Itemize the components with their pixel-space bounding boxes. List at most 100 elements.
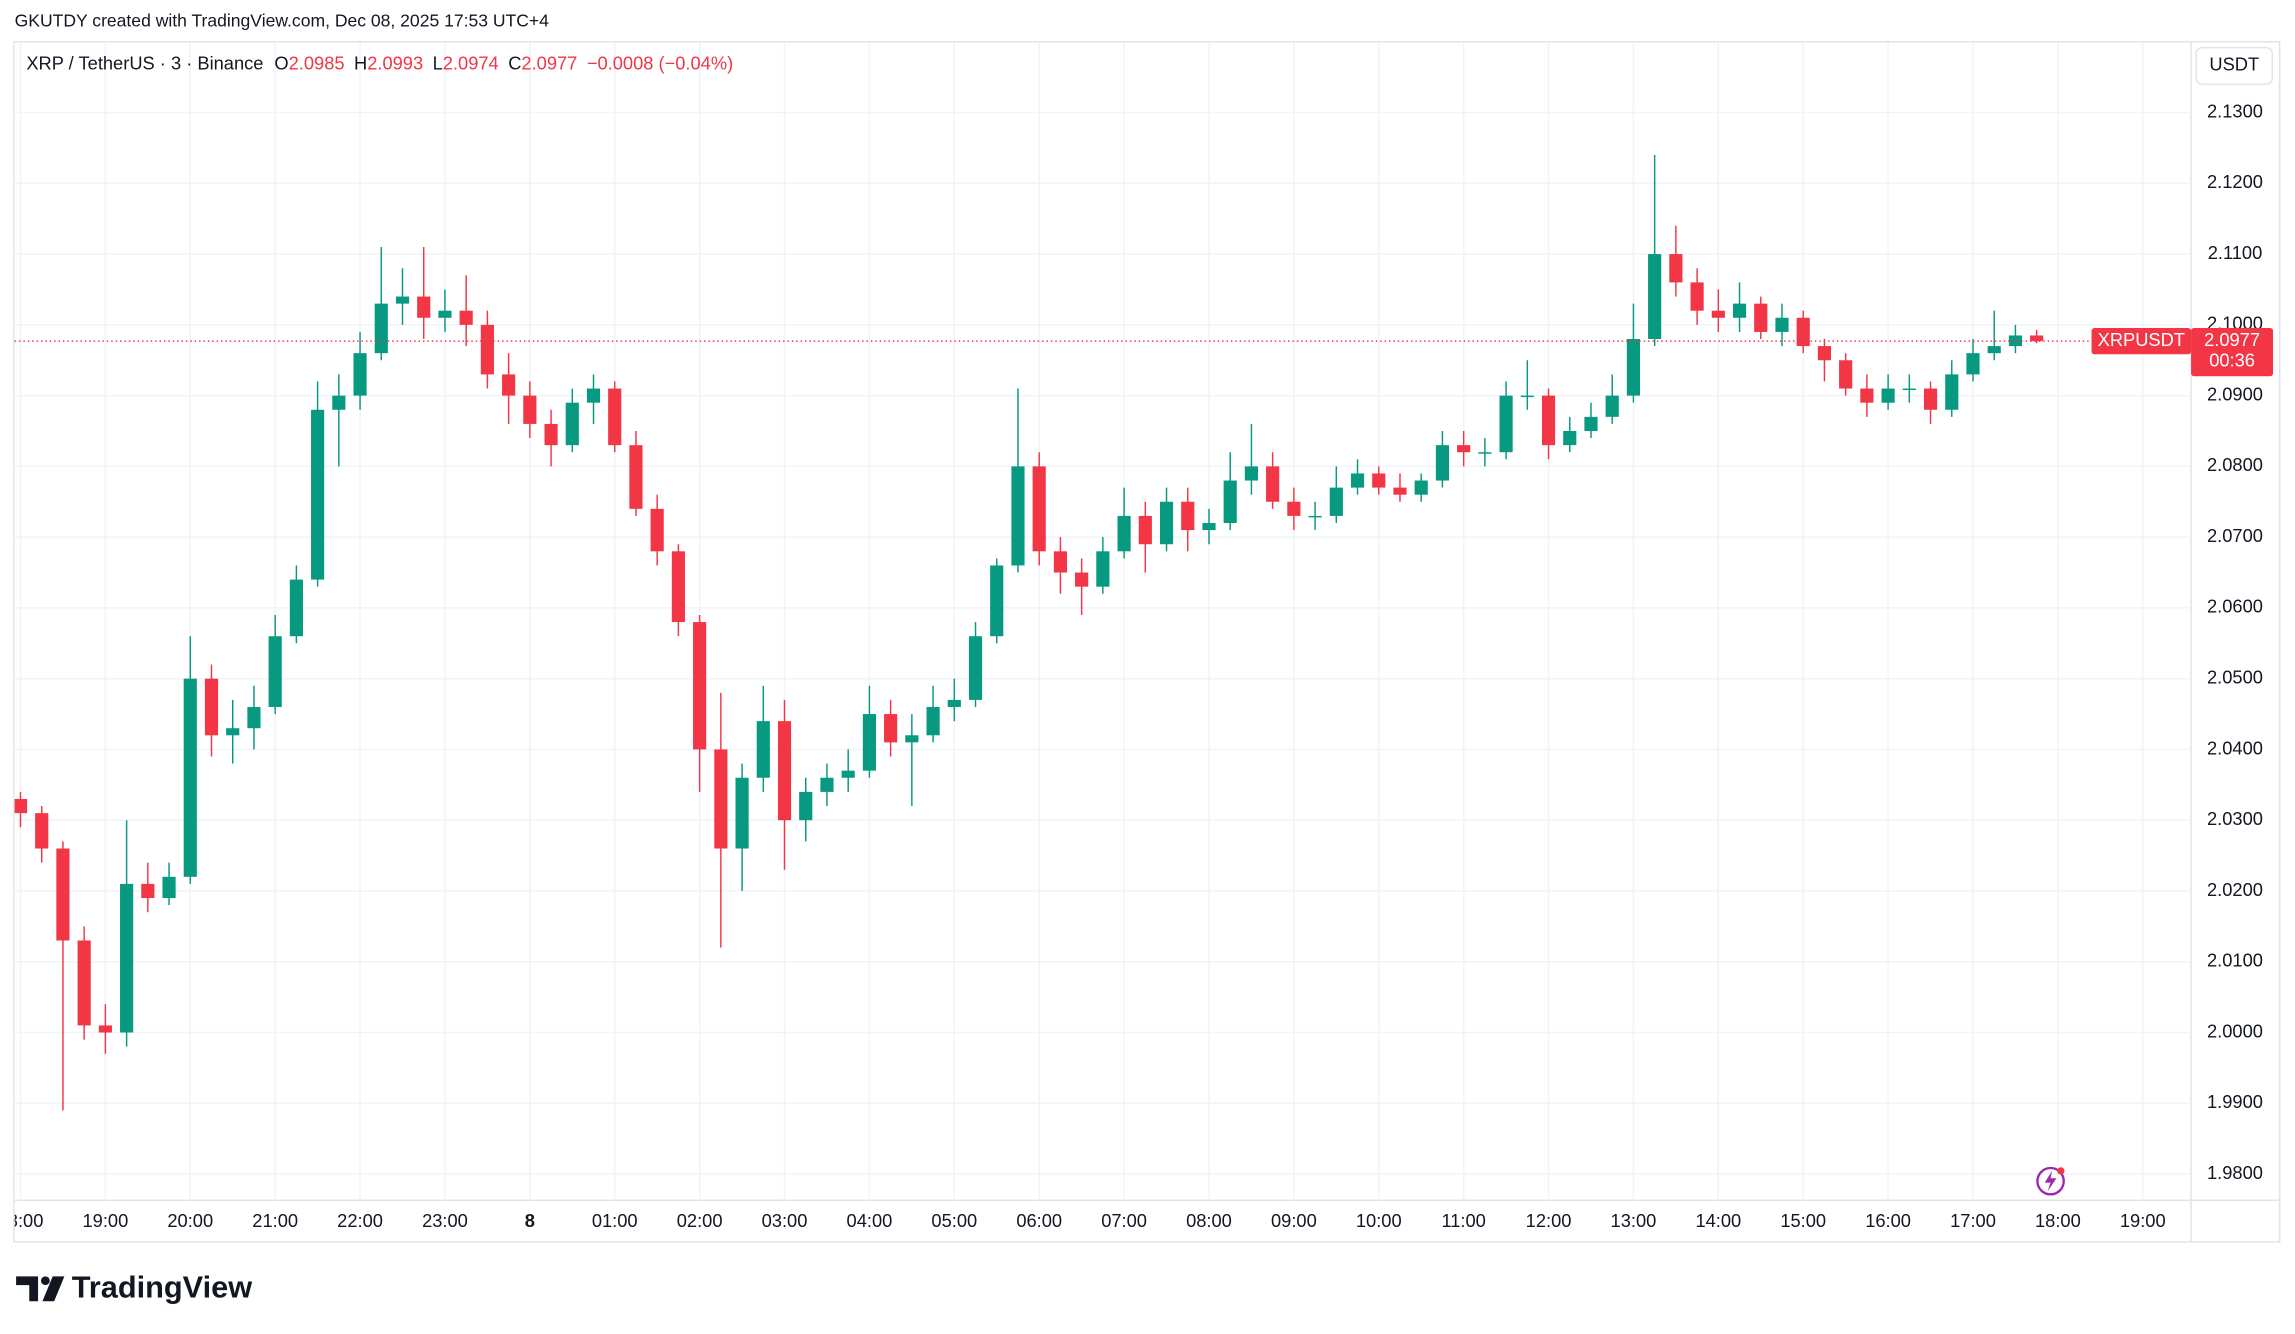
candle-body [608, 388, 622, 446]
chart-frame [13, 40, 2281, 1243]
candle-body [671, 551, 685, 623]
candle-body [1775, 317, 1789, 332]
candle-body [1244, 466, 1258, 481]
x-tick-label: 14:00 [1695, 1210, 1741, 1231]
candle-body [862, 714, 876, 771]
x-tick-label: 12:00 [1526, 1210, 1572, 1231]
symbol-label: XRPUSDT [2098, 329, 2185, 350]
candle-body [395, 296, 410, 304]
low-value: 2.0974 [443, 52, 499, 73]
candle-body [799, 791, 813, 821]
candle-body [1605, 395, 1619, 417]
y-tick-label: 2.0200 [2207, 879, 2263, 900]
candle-body [1393, 487, 1407, 495]
x-tick-label: 09:00 [1271, 1210, 1317, 1231]
candle-body [1329, 487, 1343, 516]
lightning-circle[interactable] [2036, 1166, 2065, 1196]
candle-body [2008, 335, 2023, 347]
logo-text[interactable]: TradingView [72, 1270, 252, 1305]
candle-body [183, 678, 197, 877]
candle-body [1711, 310, 1725, 318]
candle-body [1159, 501, 1174, 545]
candle-body [480, 324, 494, 375]
candle-body [1923, 388, 1938, 410]
candle-body [1499, 395, 1513, 453]
legend: XRP / TetherUS · 3 · Binance O2.0985 H2.… [26, 52, 733, 73]
candles [14, 155, 2044, 1111]
candle-body [98, 1025, 112, 1033]
x-tick-label: 19:00 [2120, 1210, 2166, 1231]
y-tick-label: 2.1100 [2208, 242, 2263, 263]
currency-button-box[interactable] [2195, 46, 2274, 85]
footer-logo[interactable]: TradingView [16, 1270, 252, 1305]
currency-button-label[interactable]: USDT [2209, 54, 2259, 75]
y-tick-label: 2.0700 [2207, 525, 2263, 546]
candle-body [714, 749, 728, 849]
candle-body [1966, 353, 1980, 375]
candle-body [990, 565, 1004, 637]
candle-body [565, 402, 579, 446]
candle-body [884, 714, 898, 743]
candle-body [1732, 303, 1747, 318]
candle-body [1053, 551, 1067, 573]
candle-body [544, 423, 558, 446]
x-tick-label: 05:00 [931, 1210, 977, 1231]
candle-body [1435, 445, 1450, 481]
candle-body [905, 735, 919, 743]
candle-body [417, 296, 431, 318]
x-tick-label: 19:00 [83, 1210, 129, 1231]
candle-body [14, 798, 28, 814]
x-tick-label: 11:00 [1441, 1210, 1485, 1231]
candle-body [1266, 466, 1280, 502]
lightning-bolt[interactable] [2044, 1170, 2057, 1192]
candle-body [1648, 254, 1662, 340]
price-axis: 1.9800 1.9900 2.0000 2.0100 2.0200 2.0300 2.04… [2207, 100, 2263, 1182]
y-tick-label: 2.0100 [2207, 950, 2263, 971]
candle-body [1796, 317, 1810, 347]
candle-body [735, 777, 749, 849]
candle-body [1096, 551, 1110, 587]
y-tick-label: 1.9900 [2207, 1091, 2263, 1112]
candle-body [459, 310, 473, 325]
candle-body [650, 508, 664, 552]
ohlc-label: O [274, 52, 288, 73]
candle-body [926, 706, 940, 736]
candle-body [226, 728, 240, 736]
y-tick-label: 2.1200 [2207, 171, 2263, 192]
y-tick-label: 2.0300 [2207, 808, 2263, 829]
lightning-icon[interactable] [2036, 1166, 2065, 1196]
change-value: −0.0008 (−0.04%) [587, 52, 733, 73]
candle-body [77, 940, 91, 1026]
candle-body [141, 883, 155, 899]
candle-body [1669, 254, 1683, 283]
symbol-label-box [2091, 327, 2192, 355]
logo-mark [40, 1276, 50, 1286]
y-tick-label: 1.9800 [2207, 1162, 2263, 1183]
candle-body [523, 395, 537, 424]
candle-body [1308, 515, 1322, 518]
candle-body [1817, 346, 1832, 361]
candle-body [120, 883, 134, 1033]
x-tick-label: 15:00 [1780, 1210, 1826, 1231]
x-tick-label: 20:00 [167, 1210, 213, 1231]
x-tick-label: 04:00 [847, 1210, 893, 1231]
x-tick-label: 13:00 [1611, 1210, 1657, 1231]
candle-body [1987, 346, 2001, 354]
ohlc-label: L [433, 52, 443, 73]
candle-body [374, 303, 388, 354]
candle-body [204, 678, 219, 736]
candle-body [947, 699, 961, 707]
candle-body [777, 721, 792, 821]
currency-button[interactable]: USDT [2195, 46, 2274, 85]
candle-body [1584, 416, 1598, 432]
logo-mark [16, 1276, 39, 1302]
candle-body [1626, 339, 1641, 396]
candle-body [1138, 515, 1152, 545]
x-tick-label: 23:00 [422, 1210, 468, 1231]
x-tick-label: 06:00 [1016, 1210, 1062, 1231]
candle-body [841, 770, 855, 778]
x-tick-label: 16:00 [1865, 1210, 1911, 1231]
candle-body [1520, 395, 1534, 398]
candle-body [2030, 335, 2044, 342]
